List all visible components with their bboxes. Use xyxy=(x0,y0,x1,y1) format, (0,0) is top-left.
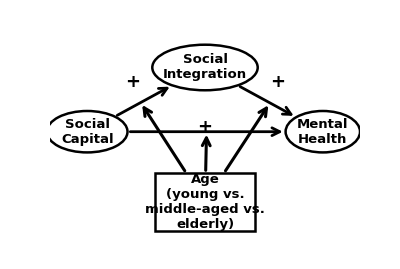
Text: Mental
Health: Mental Health xyxy=(297,118,348,146)
Text: +: + xyxy=(125,73,140,91)
Ellipse shape xyxy=(286,111,360,153)
Text: Age
(young vs.
middle-aged vs.
elderly): Age (young vs. middle-aged vs. elderly) xyxy=(145,173,265,231)
Text: Social
Capital: Social Capital xyxy=(61,118,114,146)
Ellipse shape xyxy=(152,45,258,90)
Text: +: + xyxy=(270,73,285,91)
Text: Social
Integration: Social Integration xyxy=(163,54,247,82)
Ellipse shape xyxy=(47,111,128,153)
FancyBboxPatch shape xyxy=(155,173,254,231)
Text: +: + xyxy=(198,118,212,136)
